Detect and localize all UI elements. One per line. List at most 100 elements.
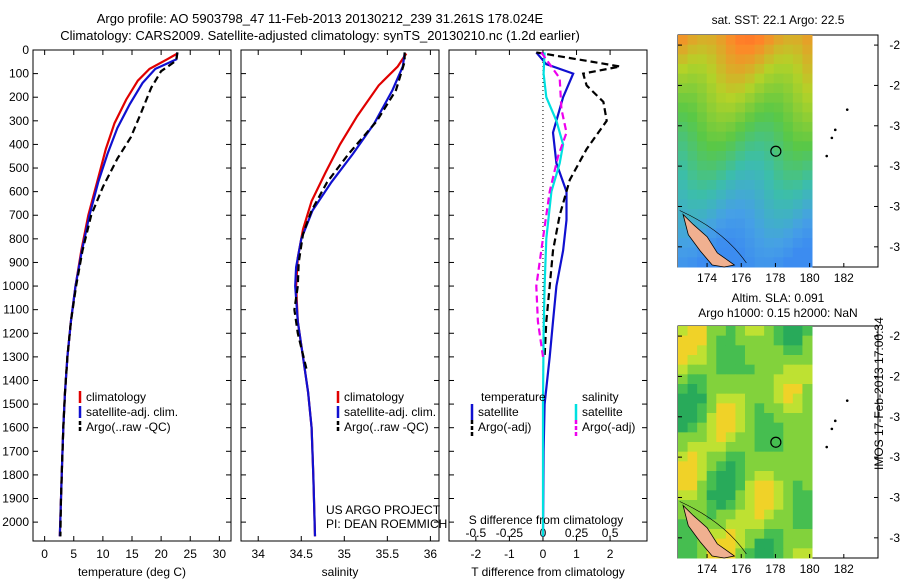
map-cell xyxy=(783,209,794,220)
map-cell xyxy=(754,364,765,375)
map-cell xyxy=(773,471,784,482)
map-cell xyxy=(792,228,803,239)
credit-line: PI: DEAN ROEMMICH xyxy=(326,517,447,531)
map-cell xyxy=(773,189,784,200)
map-cell xyxy=(754,509,765,520)
map-cell xyxy=(783,461,794,472)
map-cell xyxy=(716,422,727,433)
map-cell xyxy=(687,151,698,162)
x-tick-label: 5 xyxy=(70,547,77,561)
map-cell xyxy=(678,93,689,104)
map-cell xyxy=(792,238,803,249)
map-cell xyxy=(706,112,717,123)
map-cell xyxy=(754,247,765,258)
map-cell xyxy=(716,170,727,181)
series-argo-line xyxy=(536,51,621,357)
map-cell xyxy=(735,422,746,433)
series-satS-line xyxy=(541,52,565,537)
map-cell xyxy=(764,44,775,55)
map-cell xyxy=(678,189,689,200)
map-cell xyxy=(773,422,784,433)
map-cell xyxy=(678,442,689,453)
map-cell xyxy=(773,548,784,559)
map-cell xyxy=(697,490,708,501)
map-cell xyxy=(773,509,784,520)
map-cell xyxy=(697,170,708,181)
map-cell xyxy=(773,102,784,113)
map-cell xyxy=(725,326,736,337)
map-cell xyxy=(735,141,746,152)
map-cell xyxy=(783,93,794,104)
map-cell xyxy=(687,44,698,55)
map-cell xyxy=(745,257,756,268)
map-cell xyxy=(783,355,794,366)
map-cell xyxy=(792,54,803,65)
lat-tick-label: -32 xyxy=(889,159,900,173)
map-cell xyxy=(792,442,803,453)
map-cell xyxy=(735,54,746,65)
map-cell xyxy=(716,500,727,511)
map-cell xyxy=(687,422,698,433)
map-cell xyxy=(687,73,698,84)
map-cell xyxy=(735,209,746,220)
map-cell xyxy=(725,218,736,229)
x-tick-label: 30 xyxy=(213,547,227,561)
map-cell xyxy=(697,471,708,482)
map-cell xyxy=(792,73,803,84)
map-cell xyxy=(792,509,803,520)
map-cell xyxy=(706,519,717,530)
map-cell xyxy=(745,442,756,453)
map-cell xyxy=(802,35,813,46)
map-cell xyxy=(773,326,784,337)
map-cell xyxy=(678,422,689,433)
map-cell xyxy=(745,413,756,424)
map-cell xyxy=(764,218,775,229)
map-cell xyxy=(754,122,765,133)
map-cell xyxy=(783,500,794,511)
map-cell xyxy=(783,538,794,549)
map-cell xyxy=(773,209,784,220)
map-cell xyxy=(706,170,717,181)
map-cell xyxy=(745,151,756,162)
map-cell xyxy=(678,413,689,424)
map-cell xyxy=(706,480,717,491)
sst-map: 174 176 178 180 182 -26 -28 -30 -32 -34 -36 sat. SS… xyxy=(677,13,900,285)
map-cell xyxy=(764,93,775,104)
map-cell xyxy=(745,199,756,210)
map-cell xyxy=(764,500,775,511)
map-cell xyxy=(678,509,689,520)
map-cell xyxy=(735,461,746,472)
map-cell xyxy=(802,548,813,559)
map-cell xyxy=(792,35,803,46)
map-cell xyxy=(687,189,698,200)
map-cell xyxy=(783,335,794,346)
map-cell xyxy=(792,335,803,346)
map-cell xyxy=(678,218,689,229)
x-tick-label: 25 xyxy=(184,547,198,561)
legend-label: satellite xyxy=(478,405,519,419)
map-cell xyxy=(783,83,794,94)
map-cell xyxy=(735,393,746,404)
map-cell xyxy=(745,131,756,142)
map-cell xyxy=(687,403,698,414)
map-cell xyxy=(754,471,765,482)
map-cell xyxy=(745,180,756,191)
map-cell xyxy=(706,364,717,375)
map-cell xyxy=(735,180,746,191)
map-cell xyxy=(802,54,813,65)
series-sat-line xyxy=(294,53,406,537)
depth-tick-label: 0 xyxy=(22,43,29,57)
map-cell xyxy=(773,384,784,395)
map-cell xyxy=(678,432,689,443)
map-cell xyxy=(792,364,803,375)
map-cell xyxy=(745,490,756,501)
map-cell xyxy=(792,257,803,268)
map-cell xyxy=(687,64,698,75)
map-cell xyxy=(764,189,775,200)
map-cell xyxy=(792,160,803,171)
map-cell xyxy=(706,218,717,229)
map-cell xyxy=(687,199,698,210)
map-cell xyxy=(802,442,813,453)
map-cell xyxy=(754,83,765,94)
